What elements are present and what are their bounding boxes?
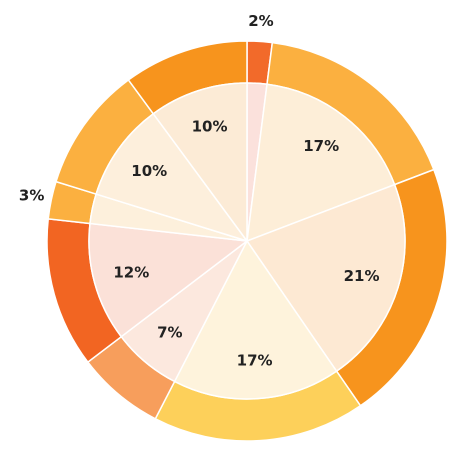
pie-slice — [245, 183, 406, 373]
pie-slice — [95, 112, 249, 243]
pie-slice — [152, 82, 248, 244]
value-label: 10% — [131, 162, 167, 180]
value-label: 2% — [248, 12, 273, 30]
value-label: 17% — [303, 137, 339, 155]
pie-slice — [173, 239, 338, 400]
value-label: 3% — [19, 186, 44, 204]
value-label: 12% — [113, 263, 149, 281]
value-label: 17% — [237, 351, 273, 369]
pie-slice — [246, 83, 396, 243]
value-label: 21% — [344, 267, 380, 285]
value-label: 10% — [192, 117, 228, 135]
pie-slice — [88, 222, 249, 338]
value-label: 7% — [157, 323, 182, 341]
